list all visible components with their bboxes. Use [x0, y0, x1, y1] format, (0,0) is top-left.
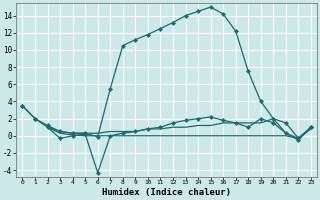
X-axis label: Humidex (Indice chaleur): Humidex (Indice chaleur)	[102, 188, 231, 197]
